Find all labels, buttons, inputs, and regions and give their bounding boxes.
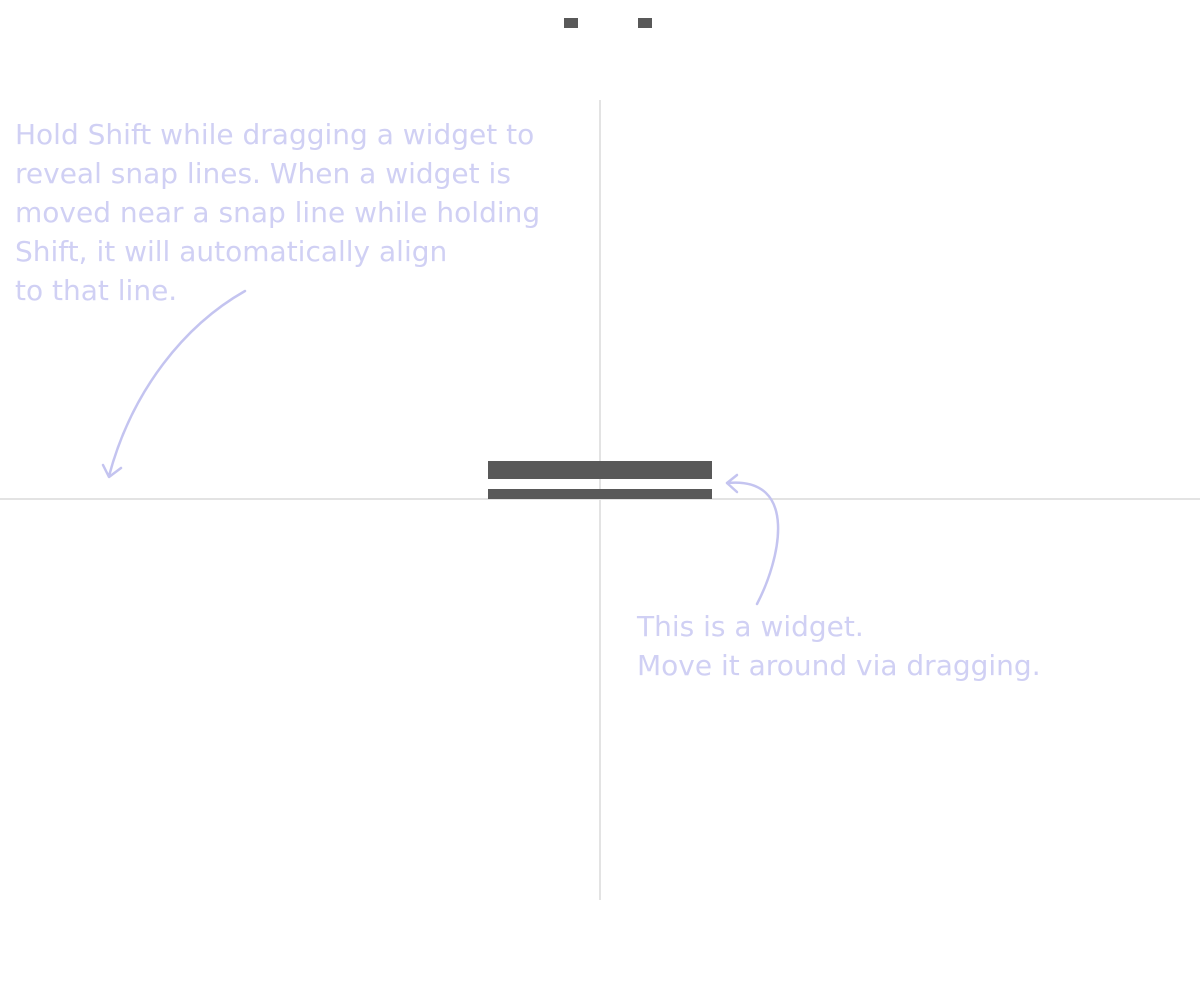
widget-bottom-bar [488,489,712,499]
snap-lines-hint: Hold Shift while dragging a widget to re… [15,115,540,310]
snap-hint-line: Shift, it will automatically align [15,235,448,268]
horizontal-snap-line [0,498,1200,500]
widget-right-post [638,18,652,28]
draggable-widget[interactable] [488,461,712,499]
widget-hint-line: This is a widget. [637,610,864,643]
widget-hint-line: Move it around via dragging. [637,649,1041,682]
snap-hint-line: Hold Shift while dragging a widget to [15,118,535,151]
widget-left-post [564,18,578,28]
snap-hint-line: to that line. [15,274,178,307]
arrow-to-widget-icon [725,473,780,606]
widget-hint: This is a widget. Move it around via dra… [637,607,1041,685]
snap-hint-line: moved near a snap line while holding [15,196,541,229]
snap-hint-line: reveal snap lines. When a widget is [15,157,511,190]
arrow-to-snap-line-icon [101,289,247,479]
vertical-snap-line [599,100,601,900]
widget-top-bar [488,461,712,479]
